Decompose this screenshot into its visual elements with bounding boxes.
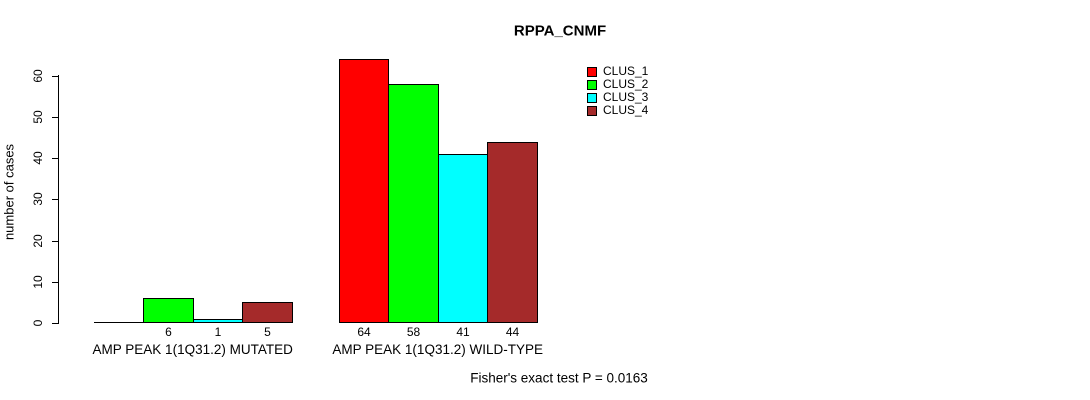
bar-clus_2-group-1 [143, 298, 194, 323]
legend-swatch-clus_3 [587, 92, 597, 103]
y-axis-tick [52, 117, 58, 118]
bar-clus_4-group-2 [487, 142, 538, 323]
y-tick-label: 50 [31, 110, 45, 124]
legend-item-clus_4: CLUS_4 [587, 104, 648, 117]
legend-item-clus_1: CLUS_1 [587, 65, 648, 78]
bar-clus_1-group-2 [339, 59, 389, 323]
legend-label-clus_3: CLUS_3 [603, 90, 649, 104]
y-tick-label: 40 [31, 151, 45, 165]
bar-value-label: 5 [264, 325, 271, 339]
y-axis-tick [52, 323, 58, 324]
y-tick-label: 0 [31, 319, 45, 327]
y-axis-tick [52, 241, 58, 242]
bar-clus_4-group-1 [242, 302, 293, 323]
bar-value-label: 58 [406, 325, 421, 339]
x-category-label: AMP PEAK 1(1Q31.2) WILD-TYPE [332, 342, 543, 357]
y-axis-tick [52, 76, 58, 77]
bar-value-label: 44 [505, 325, 520, 339]
y-axis-tick [52, 199, 58, 200]
legend: CLUS_1 CLUS_2 CLUS_3 CLUS_4 [587, 65, 648, 117]
y-axis-line [58, 75, 59, 324]
x-category-label: AMP PEAK 1(1Q31.2) MUTATED [92, 342, 293, 357]
y-tick-label: 20 [31, 234, 45, 248]
legend-label-clus_1: CLUS_1 [603, 64, 649, 78]
legend-item-clus_3: CLUS_3 [587, 91, 648, 104]
y-axis-tick [52, 282, 58, 283]
y-tick-label: 30 [31, 192, 45, 206]
y-tick-label: 10 [31, 275, 45, 289]
bar-value-label: 1 [214, 325, 222, 339]
legend-item-clus_2: CLUS_2 [587, 78, 648, 91]
bar-clus_2-group-2 [388, 84, 439, 323]
legend-swatch-clus_1 [587, 66, 597, 77]
bar-value-label: 41 [456, 325, 470, 339]
legend-label-clus_2: CLUS_2 [603, 77, 649, 91]
bar-clus_3-group-2 [438, 154, 488, 323]
chart-title: RPPA_CNMF [513, 22, 607, 40]
bar-value-label: 64 [357, 325, 371, 339]
fisher-test-annotation: Fisher's exact test P = 0.0163 [470, 370, 648, 386]
bar-value-label: 6 [165, 325, 172, 339]
y-tick-label: 60 [31, 69, 45, 83]
legend-swatch-clus_2 [587, 79, 597, 90]
legend-label-clus_4: CLUS_4 [603, 103, 649, 117]
legend-swatch-clus_4 [587, 105, 597, 116]
bar-clus_1-group-1-zero [94, 322, 144, 323]
y-axis-tick [52, 158, 58, 159]
bar-clus_3-group-1 [193, 319, 243, 323]
